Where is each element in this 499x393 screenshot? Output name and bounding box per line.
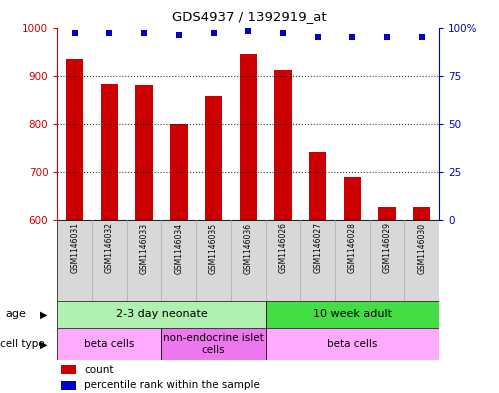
Text: GSM1146034: GSM1146034	[174, 222, 183, 274]
Bar	[61, 380, 76, 390]
Point	[383, 34, 391, 40]
Text: non-endocrine islet
cells: non-endocrine islet cells	[163, 334, 264, 355]
Point	[314, 34, 322, 40]
Text: GSM1146026: GSM1146026	[278, 222, 287, 274]
Bar	[413, 207, 431, 220]
Point	[348, 34, 356, 40]
Bar	[205, 96, 222, 220]
Point	[105, 30, 113, 37]
Point	[71, 30, 79, 37]
Text: cell type: cell type	[0, 339, 45, 349]
Text: GSM1146028: GSM1146028	[348, 222, 357, 274]
Bar	[265, 301, 439, 328]
Text: percentile rank within the sample: percentile rank within the sample	[84, 380, 260, 390]
Text: GSM1146032: GSM1146032	[105, 222, 114, 274]
Bar	[265, 328, 439, 360]
Point	[279, 30, 287, 37]
Text: GSM1146031: GSM1146031	[70, 222, 79, 274]
Point	[418, 34, 426, 40]
Text: GSM1146035: GSM1146035	[209, 222, 218, 274]
Text: count: count	[84, 365, 114, 375]
Text: GSM1146033: GSM1146033	[140, 222, 149, 274]
Point	[140, 30, 148, 37]
Point	[244, 28, 252, 35]
Bar	[378, 207, 396, 220]
Text: ▶: ▶	[40, 309, 48, 320]
Bar	[66, 59, 83, 220]
Bar	[170, 124, 188, 220]
Text: GDS4937 / 1392919_at: GDS4937 / 1392919_at	[172, 10, 327, 23]
Text: GSM1146027: GSM1146027	[313, 222, 322, 274]
Bar	[309, 152, 326, 220]
Text: ▶: ▶	[40, 339, 48, 349]
Bar	[274, 70, 291, 220]
Text: age: age	[5, 309, 26, 320]
Bar	[162, 328, 265, 360]
Text: 10 week adult: 10 week adult	[313, 309, 392, 320]
Text: beta cells: beta cells	[327, 339, 378, 349]
Point	[175, 32, 183, 39]
Point	[210, 30, 218, 37]
Bar	[344, 177, 361, 220]
Text: beta cells: beta cells	[84, 339, 135, 349]
Bar	[57, 328, 162, 360]
Bar	[135, 85, 153, 220]
Text: GSM1146029: GSM1146029	[383, 222, 392, 274]
Text: 2-3 day neonate: 2-3 day neonate	[116, 309, 208, 320]
Bar	[57, 301, 265, 328]
Text: GSM1146036: GSM1146036	[244, 222, 253, 274]
Bar	[61, 365, 76, 374]
Text: GSM1146030: GSM1146030	[417, 222, 426, 274]
Bar	[240, 54, 257, 220]
Bar	[101, 84, 118, 220]
